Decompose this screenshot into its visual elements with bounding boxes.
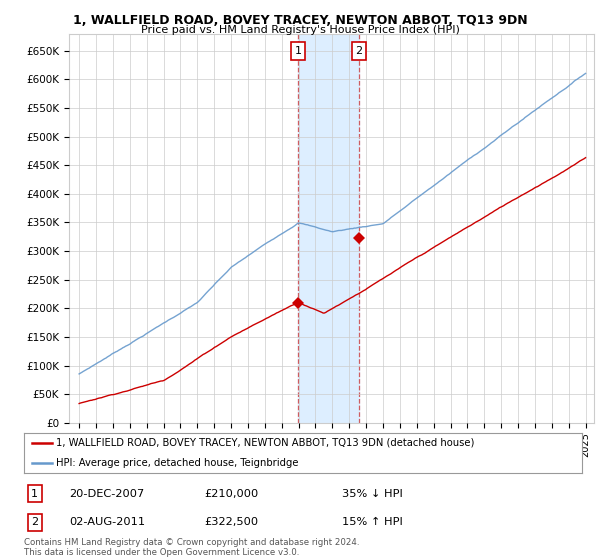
Bar (298, 34, 359, 423)
Text: £210,000: £210,000 (204, 489, 258, 499)
Text: 2: 2 (355, 46, 362, 56)
Text: 35% ↓ HPI: 35% ↓ HPI (342, 489, 403, 499)
Text: 02-AUG-2011: 02-AUG-2011 (69, 517, 145, 528)
Text: 1, WALLFIELD ROAD, BOVEY TRACEY, NEWTON ABBOT, TQ13 9DN (detached house): 1, WALLFIELD ROAD, BOVEY TRACEY, NEWTON … (56, 438, 475, 448)
Text: 1: 1 (295, 46, 302, 56)
Text: 2: 2 (31, 517, 38, 528)
Text: HPI: Average price, detached house, Teignbridge: HPI: Average price, detached house, Teig… (56, 458, 299, 468)
Text: £322,500: £322,500 (204, 517, 258, 528)
Text: Contains HM Land Registry data © Crown copyright and database right 2024.
This d: Contains HM Land Registry data © Crown c… (24, 538, 359, 557)
Text: Price paid vs. HM Land Registry's House Price Index (HPI): Price paid vs. HM Land Registry's House … (140, 25, 460, 35)
Text: 20-DEC-2007: 20-DEC-2007 (69, 489, 144, 499)
Text: 1: 1 (31, 489, 38, 499)
Text: 1, WALLFIELD ROAD, BOVEY TRACEY, NEWTON ABBOT, TQ13 9DN: 1, WALLFIELD ROAD, BOVEY TRACEY, NEWTON … (73, 14, 527, 27)
Text: 15% ↑ HPI: 15% ↑ HPI (342, 517, 403, 528)
